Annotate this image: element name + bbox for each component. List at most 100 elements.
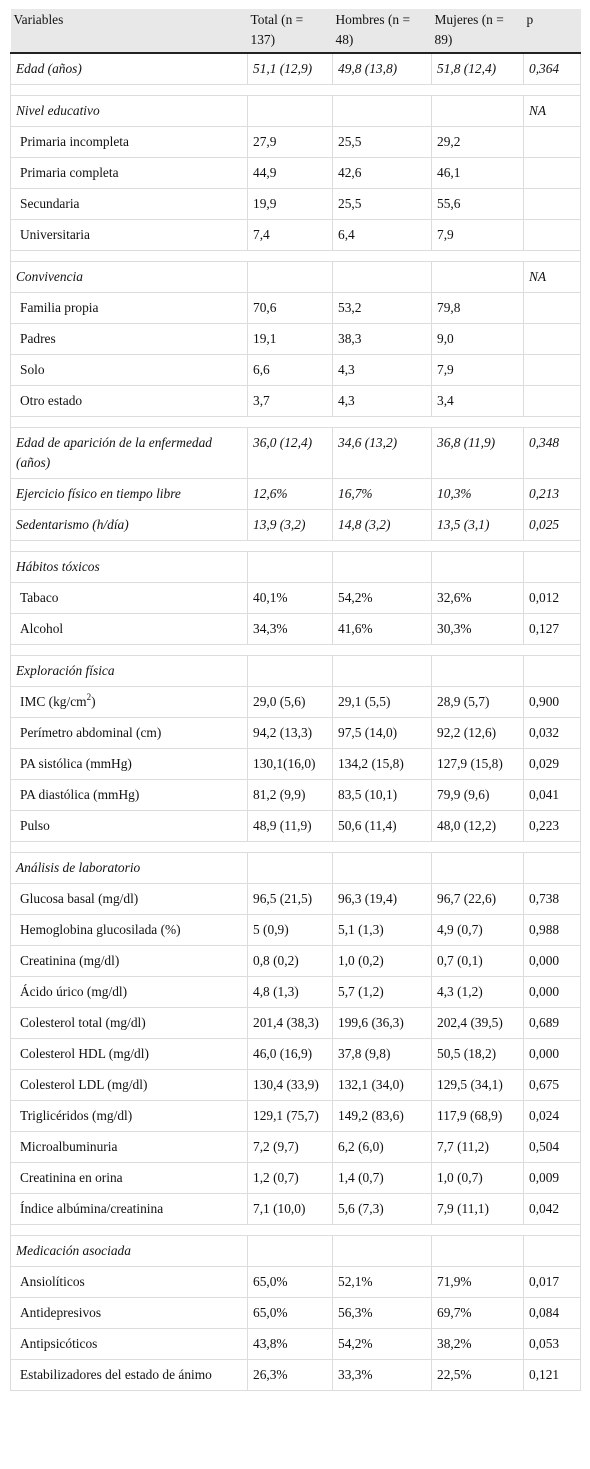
cell-total: 27,9 xyxy=(247,126,333,158)
row-label: Colesterol total (mg/dl) xyxy=(10,1007,248,1039)
cell-total: 81,2 (9,9) xyxy=(247,779,333,811)
row-label: Secundaria xyxy=(10,188,248,220)
cell-total: 5 (0,9) xyxy=(247,914,333,946)
table-row: Ejercicio físico en tiempo libre 12,6% 16,… xyxy=(10,478,581,510)
row-label: Ácido úrico (mg/dl) xyxy=(10,976,248,1008)
cell-p: NA xyxy=(523,261,581,293)
cell-p: 0,738 xyxy=(523,883,581,915)
cell-p: 0,009 xyxy=(523,1162,581,1194)
table-row: IMC (kg/cm2) 29,0 (5,6) 29,1 (5,5) 28,9 (5,… xyxy=(10,686,581,718)
header-hombres: Hombres (n = 48) xyxy=(332,9,432,54)
imc-superscript: 2 xyxy=(86,692,92,702)
cell-total: 34,3% xyxy=(247,613,333,645)
cell-mujeres: 7,7 (11,2) xyxy=(431,1131,524,1163)
table-row: Triglicéridos (mg/dl) 129,1 (75,7) 149,2 (… xyxy=(10,1100,581,1132)
row-label: Hemoglobina glucosilada (%) xyxy=(10,914,248,946)
cell-total: 130,4 (33,9) xyxy=(247,1069,333,1101)
table-row: Secundaria 19,9 25,5 55,6 xyxy=(10,188,581,220)
cell-mujeres: 7,9 xyxy=(431,354,524,386)
cell-p: 0,675 xyxy=(523,1069,581,1101)
cell-hombres: 52,1% xyxy=(332,1266,432,1298)
cell-mujeres: 129,5 (34,1) xyxy=(431,1069,524,1101)
row-spacer xyxy=(10,250,581,262)
cell-hombres: 149,2 (83,6) xyxy=(332,1100,432,1132)
table-row: Perímetro abdominal (cm) 94,2 (13,3) 97,5 … xyxy=(10,717,581,749)
section-header-row: Exploración física xyxy=(10,655,581,687)
cell-hombres: 1,0 (0,2) xyxy=(332,945,432,977)
row-label: PA sistólica (mmHg) xyxy=(10,748,248,780)
cell-hombres: 41,6% xyxy=(332,613,432,645)
cell-hombres: 4,3 xyxy=(332,385,432,417)
cell-hombres: 134,2 (15,8) xyxy=(332,748,432,780)
cell-p: 0,364 xyxy=(523,53,581,85)
row-label: Ejercicio físico en tiempo libre xyxy=(10,478,248,510)
row-label: Familia propia xyxy=(10,292,248,324)
cell-total: 6,6 xyxy=(247,354,333,386)
cell-mujeres: 48,0 (12,2) xyxy=(431,810,524,842)
cell-p: 0,127 xyxy=(523,613,581,645)
cell-p: 0,223 xyxy=(523,810,581,842)
row-label: Primaria completa xyxy=(10,157,248,189)
cell-hombres: 38,3 xyxy=(332,323,432,355)
cell-mujeres: 51,8 (12,4) xyxy=(431,53,524,85)
cell-hombres: 34,6 (13,2) xyxy=(332,427,432,479)
cell-hombres: 37,8 (9,8) xyxy=(332,1038,432,1070)
cell-mujeres: 22,5% xyxy=(431,1359,524,1391)
row-label: Creatinina (mg/dl) xyxy=(10,945,248,977)
cell-hombres: 42,6 xyxy=(332,157,432,189)
header-mujeres: Mujeres (n = 89) xyxy=(431,9,524,54)
table-row: Tabaco 40,1% 54,2% 32,6% 0,012 xyxy=(10,582,581,614)
cell-p: 0,029 xyxy=(523,748,581,780)
cell-total: 130,1(16,0) xyxy=(247,748,333,780)
cell-hombres: 132,1 (34,0) xyxy=(332,1069,432,1101)
cell-total: 19,9 xyxy=(247,188,333,220)
cell-mujeres: 127,9 (15,8) xyxy=(431,748,524,780)
cell-mujeres: 36,8 (11,9) xyxy=(431,427,524,479)
row-spacer xyxy=(10,540,581,552)
cell-hombres: 97,5 (14,0) xyxy=(332,717,432,749)
cell-mujeres: 69,7% xyxy=(431,1297,524,1329)
cell-total: 36,0 (12,4) xyxy=(247,427,333,479)
cell-total: 7,1 (10,0) xyxy=(247,1193,333,1225)
cell-p: 0,024 xyxy=(523,1100,581,1132)
table-row: Familia propia 70,6 53,2 79,8 xyxy=(10,292,581,324)
cell-p: 0,000 xyxy=(523,945,581,977)
cell-total: 40,1% xyxy=(247,582,333,614)
row-label: Pulso xyxy=(10,810,248,842)
row-label: Alcohol xyxy=(10,613,248,645)
table-row: Antidepresivos 65,0% 56,3% 69,7% 0,084 xyxy=(10,1297,581,1329)
cell-p: 0,988 xyxy=(523,914,581,946)
table-row: Hemoglobina glucosilada (%) 5 (0,9) 5,1 (1… xyxy=(10,914,581,946)
section-header-row: Convivencia NA xyxy=(10,261,581,293)
table-row: Índice albúmina/creatinina 7,1 (10,0) 5,6 … xyxy=(10,1193,581,1225)
cell-p: 0,213 xyxy=(523,478,581,510)
cell-hombres: 199,6 (36,3) xyxy=(332,1007,432,1039)
section-label: Medicación asociada xyxy=(10,1235,248,1267)
row-spacer xyxy=(10,84,581,96)
row-label: Perímetro abdominal (cm) xyxy=(10,717,248,749)
table-row: Primaria completa 44,9 42,6 46,1 xyxy=(10,157,581,189)
table-row: Glucosa basal (mg/dl) 96,5 (21,5) 96,3 (19… xyxy=(10,883,581,915)
table-row: Edad (años) 51,1 (12,9) 49,8 (13,8) 51,8 (1… xyxy=(10,53,581,85)
table-row: Sedentarismo (h/día) 13,9 (3,2) 14,8 (3,2)… xyxy=(10,509,581,541)
cell-p: 0,504 xyxy=(523,1131,581,1163)
cell-p: 0,032 xyxy=(523,717,581,749)
section-label: Convivencia xyxy=(10,261,248,293)
cell-mujeres: 7,9 (11,1) xyxy=(431,1193,524,1225)
row-label: Creatinina en orina xyxy=(10,1162,248,1194)
cell-mujeres: 28,9 (5,7) xyxy=(431,686,524,718)
cell-hombres: 6,2 (6,0) xyxy=(332,1131,432,1163)
cell-mujeres: 92,2 (12,6) xyxy=(431,717,524,749)
header-variables: Variables xyxy=(10,9,248,54)
cell-mujeres: 30,3% xyxy=(431,613,524,645)
cell-p: 0,000 xyxy=(523,976,581,1008)
row-label: Otro estado xyxy=(10,385,248,417)
cell-hombres: 53,2 xyxy=(332,292,432,324)
cell-mujeres: 50,5 (18,2) xyxy=(431,1038,524,1070)
cell-mujeres: 1,0 (0,7) xyxy=(431,1162,524,1194)
cell-mujeres: 96,7 (22,6) xyxy=(431,883,524,915)
row-label: Glucosa basal (mg/dl) xyxy=(10,883,248,915)
row-label: Estabilizadores del estado de ánimo xyxy=(10,1359,248,1391)
row-label: Índice albúmina/creatinina xyxy=(10,1193,248,1225)
cell-mujeres: 46,1 xyxy=(431,157,524,189)
